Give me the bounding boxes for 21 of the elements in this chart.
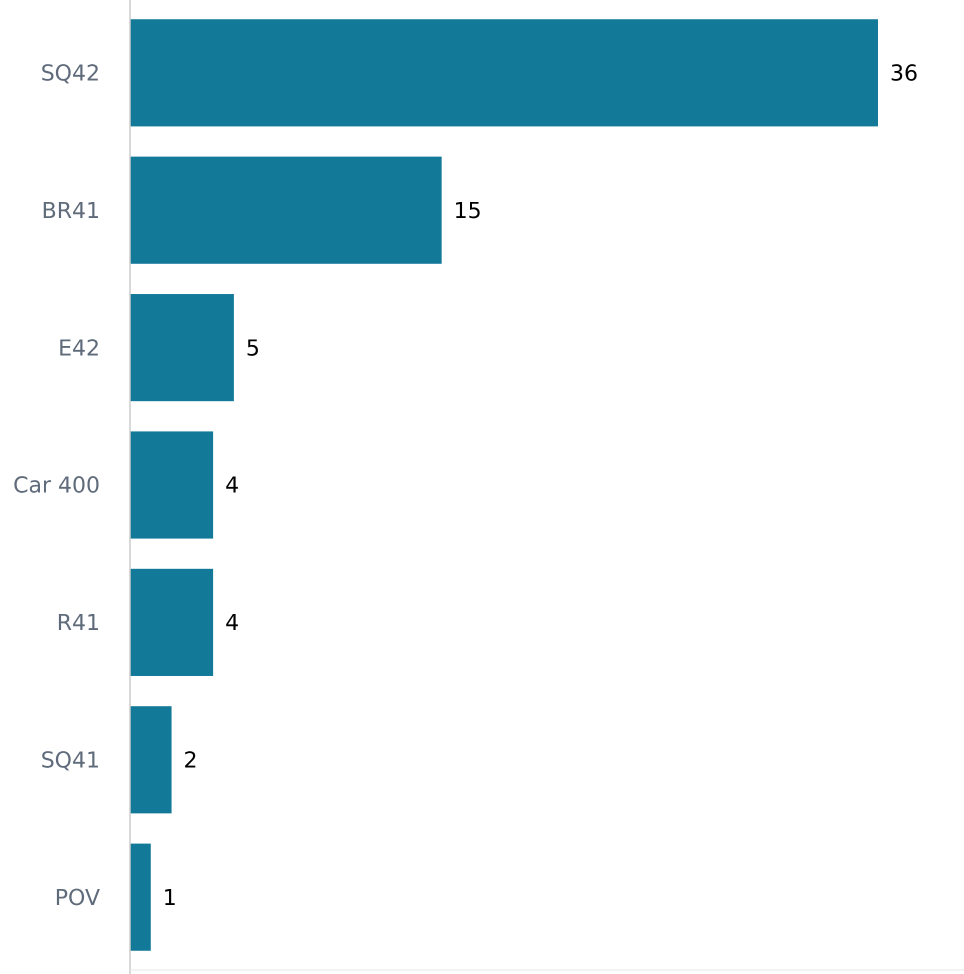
data-label: 36 [890, 62, 918, 87]
y-tick-label: E42 [58, 336, 100, 362]
data-label: 4 [225, 474, 240, 499]
data-label: 4 [225, 611, 240, 636]
data-label: 2 [184, 748, 198, 774]
bar [130, 431, 214, 539]
y-tick-label: SQ41 [40, 748, 100, 774]
data-label: 5 [246, 336, 260, 362]
bar [130, 844, 151, 951]
bar [130, 706, 172, 814]
bar [130, 19, 878, 126]
bar [130, 568, 214, 676]
bar [130, 294, 234, 402]
y-tick-label: Car 400 [13, 474, 100, 499]
data-label: 15 [454, 198, 482, 224]
data-label: 1 [162, 886, 177, 911]
y-tick-label: SQ42 [40, 62, 100, 87]
y-tick-label: POV [54, 886, 100, 911]
y-tick-label: BR41 [42, 198, 100, 224]
y-tick-label: R41 [56, 611, 100, 636]
bar [130, 156, 442, 264]
